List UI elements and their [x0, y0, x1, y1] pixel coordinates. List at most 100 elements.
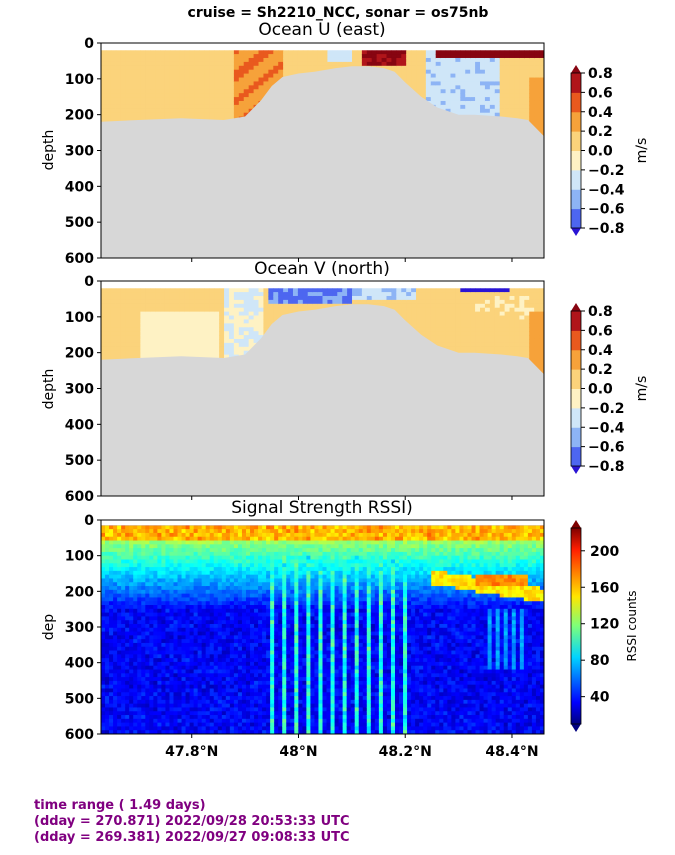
panel-ocean-v-cell [524, 331, 530, 336]
panel-ocean-u-colorbar-label: m/s [634, 138, 650, 164]
panel-ocean-v-cell [445, 338, 452, 344]
panel-ocean-u-cell [425, 89, 432, 94]
panel-ocean-v-cell [539, 366, 544, 371]
panel-ocean-v-cell [199, 295, 205, 301]
panel-ocean-u-cell [514, 112, 520, 118]
panel-rssi-cell [113, 692, 118, 697]
panel-ocean-v-cell [366, 288, 373, 293]
panel-ocean-v-colorbar-extend-bottom [571, 466, 581, 474]
panel-rssi-cell [113, 631, 118, 636]
panel-ocean-v-cell [160, 311, 166, 317]
panel-ocean-u-cell [460, 69, 466, 75]
panel-ocean-u-cell [115, 93, 122, 98]
panel-ocean-u-cell [101, 85, 107, 90]
panel-ocean-v-cell [209, 342, 215, 348]
panel-rssi-cell [145, 696, 150, 701]
panel-ocean-u-cell [435, 77, 442, 83]
panel-ocean-u-cell [110, 57, 117, 63]
panel-ocean-u-cell [243, 69, 250, 75]
panel-ocean-v-cell [145, 350, 151, 356]
panel-ocean-v-cell [174, 307, 181, 313]
panel-rssi-cell [125, 680, 130, 686]
panel-ocean-u-cell [514, 104, 520, 110]
panel-ocean-u-cell [465, 61, 471, 67]
panel-ocean-v-cell [125, 288, 132, 293]
panel-ocean-u-cell [253, 93, 260, 98]
panel-ocean-u-cell [164, 73, 171, 79]
panel-ocean-u-colorbar-tick-label: −0.6 [588, 202, 625, 218]
panel-ocean-v-cell [105, 292, 112, 297]
panel-ocean-v-cell [228, 327, 235, 332]
panel-ocean-v-cell [160, 288, 166, 293]
panel-ocean-v-cell [219, 292, 225, 297]
panel-rssi-cell [141, 722, 146, 727]
panel-ocean-v-cell [140, 346, 146, 352]
panel-ocean-v-cell [440, 295, 447, 301]
panel-ocean-u-cell [519, 93, 525, 98]
panel-rssi-cell [145, 703, 150, 708]
panel-ocean-v-cell [150, 299, 156, 305]
panel-ocean-v-cell [288, 288, 294, 293]
panel-ocean-u-cell [263, 61, 269, 67]
panel-ocean-u-cell [169, 93, 176, 98]
panel-ocean-v-cell [322, 295, 329, 301]
panel-ocean-u-cell [253, 89, 260, 94]
panel-rssi-cell [137, 688, 142, 693]
panel-ocean-u-cell [253, 50, 260, 55]
panel-ocean-u-cell [445, 61, 452, 67]
panel-rssi-cell [113, 578, 118, 583]
panel-ocean-v-cell [214, 311, 220, 317]
panel-ocean-u-cell [169, 89, 176, 94]
panel-ocean-v-cell [386, 288, 393, 293]
panel-rssi-cell [105, 540, 110, 545]
panel-rssi-cell [113, 669, 118, 674]
panel-ocean-u-cell [204, 112, 210, 118]
panel-ocean-v-cell [140, 354, 146, 360]
panel-rssi-cell [149, 661, 154, 667]
panel-ocean-u-cell [140, 61, 146, 67]
panel-ocean-u-cell [233, 112, 240, 118]
panel-ocean-v-cell [184, 307, 191, 313]
panel-ocean-u-cell [209, 104, 215, 110]
panel-ocean-v-cell [145, 307, 151, 313]
panel-ocean-u-cell [174, 100, 181, 106]
panel-rssi-cell [113, 715, 118, 720]
panel-ocean-v-cell [145, 295, 151, 301]
panel-ocean-v-cell [224, 331, 230, 336]
panel-rssi-cell [141, 646, 146, 652]
panel-rssi-cell [149, 548, 154, 553]
panel-rssi-cell [149, 605, 154, 610]
panel-rssi-cell [157, 711, 162, 716]
panel-rssi-cell [101, 612, 106, 617]
panel-ocean-v-cell [475, 288, 481, 293]
panel-ocean-u-cell [135, 73, 141, 79]
panel-ocean-v-cell [332, 288, 338, 293]
panel-rssi-cell [137, 551, 142, 557]
panel-ocean-u-cell [494, 112, 501, 118]
panel-ocean-u-cell [539, 112, 544, 118]
panel-ocean-u-cell [199, 108, 205, 114]
panel-rssi-cell [145, 574, 150, 579]
panel-ocean-u-cell [352, 61, 358, 67]
panel-ocean-u-cell [263, 57, 269, 63]
panel-rssi-cell [109, 635, 114, 640]
panel-rssi-cell [149, 631, 154, 636]
panel-ocean-v-cell [155, 292, 161, 297]
panel-ocean-v-cell [514, 342, 520, 348]
panel-ocean-v-cell [430, 307, 437, 313]
panel-ocean-u-cell [539, 81, 544, 86]
panel-ocean-v-cell [233, 346, 240, 352]
panel-ocean-u-cell [386, 50, 393, 55]
panel-ocean-u-cell [356, 57, 363, 63]
panel-ocean-u-cell [268, 77, 274, 83]
panel-rssi-cell [165, 540, 170, 545]
panel-ocean-u-cell [484, 57, 491, 63]
panel-rssi-cell [149, 567, 154, 572]
panel-ocean-v-cell [539, 319, 544, 324]
panel-ocean-v-cell [179, 295, 186, 301]
panel-rssi-cell [149, 677, 154, 682]
panel-ocean-v-cell [470, 335, 476, 340]
panel-rssi-cell [117, 559, 122, 564]
panel-ocean-v-cell [445, 299, 452, 305]
panel-ocean-v-cell [317, 299, 324, 305]
